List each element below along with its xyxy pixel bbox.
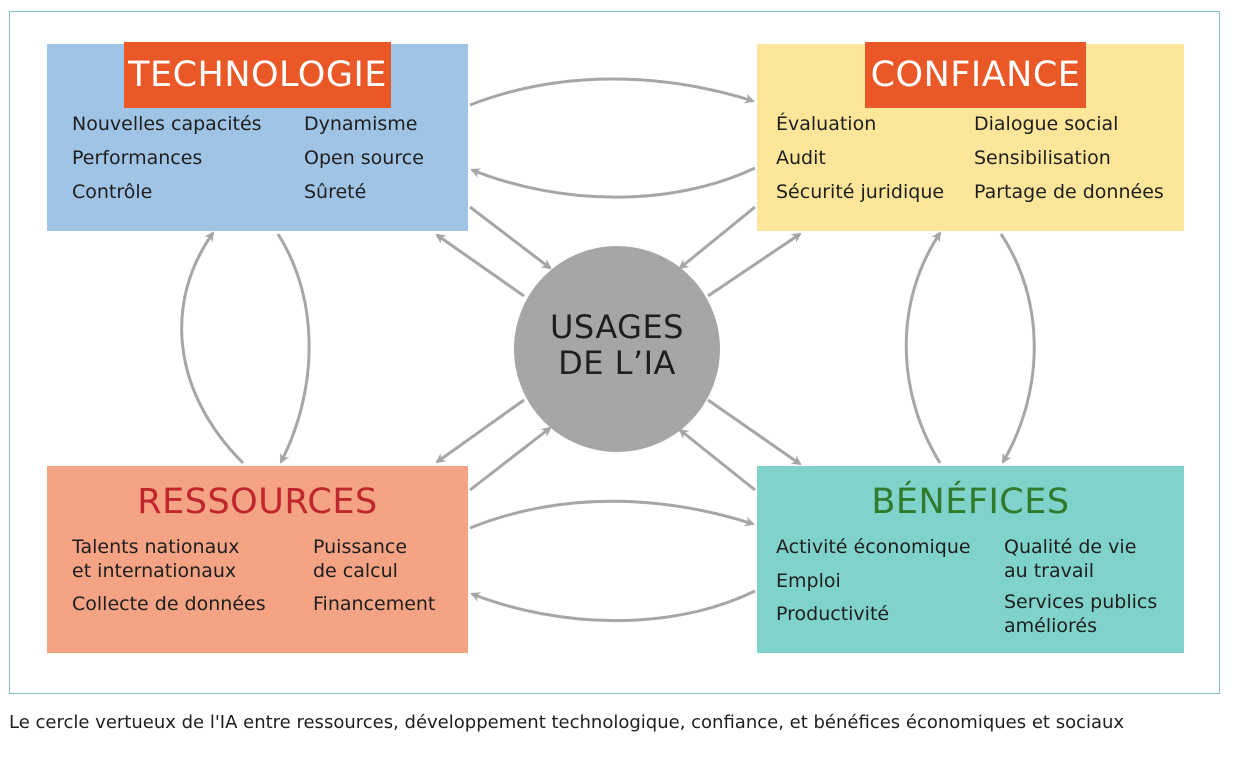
ressources-item: Puissance: [313, 536, 408, 558]
arrow-hub-to-ben: [707, 398, 802, 466]
usages-hub-circle: [514, 246, 720, 452]
ressources-item: de calcul: [313, 560, 398, 582]
diagram-frame: [9, 11, 1220, 694]
confiance-item: Partage de données: [974, 181, 1164, 203]
arrow-conf-to-ben: [999, 233, 1036, 464]
arrow-res-to-ben: [469, 499, 755, 530]
ressources-box: [47, 466, 468, 653]
confiance-item: Dialogue social: [974, 113, 1119, 135]
figure-caption: Le cercle vertueux de l'IA entre ressour…: [9, 712, 1125, 733]
technologie-item: Performances: [72, 147, 203, 169]
benefices-item: Services publics: [1004, 591, 1158, 613]
technologie-title: TECHNOLOGIE: [124, 42, 391, 108]
ressources-title: RESSOURCES: [137, 482, 378, 522]
technologie-item: Dynamisme: [304, 113, 418, 135]
benefices-item: Qualité de vie: [1004, 536, 1137, 558]
technologie-item: Contrôle: [72, 181, 153, 203]
arrow-hub-to-conf: [707, 232, 802, 298]
usages-hub-label: USAGES DE L’IA: [514, 309, 720, 381]
arrow-ben-to-res: [470, 589, 756, 623]
confiance-item: Évaluation: [776, 113, 877, 135]
hub-line-1: USAGES: [550, 308, 684, 346]
arrow-hub-to-res: [435, 398, 525, 464]
arrow-tech-to-conf: [469, 77, 755, 107]
arrow-ben-to-hub: [678, 428, 756, 492]
arrow-tech-to-res: [276, 233, 311, 464]
confiance-title: CONFIANCE: [865, 42, 1086, 108]
arrow-ben-to-conf: [904, 231, 942, 464]
ressources-item: et internationaux: [72, 560, 237, 582]
arrow-tech-to-hub: [469, 205, 552, 270]
technologie-item: Open source: [304, 147, 424, 169]
benefices-item: Activité économique: [776, 536, 971, 558]
confiance-item: Sécurité juridique: [776, 181, 945, 203]
benefices-item: Emploi: [776, 570, 841, 592]
technologie-item: Nouvelles capacités: [72, 113, 262, 135]
arrow-res-to-hub: [469, 426, 552, 492]
arrow-res-to-tech: [180, 231, 245, 465]
technologie-item: Sûreté: [304, 181, 367, 203]
ressources-item: Financement: [313, 593, 436, 615]
benefices-title: BÉNÉFICES: [871, 482, 1070, 522]
benefices-box: [757, 466, 1184, 653]
arrow-conf-to-tech: [470, 166, 756, 199]
arrow-hub-to-tech: [435, 233, 525, 298]
confiance-item: Audit: [776, 147, 826, 169]
hub-line-2: DE L’IA: [558, 344, 676, 382]
ressources-item: Talents nationaux: [72, 536, 240, 558]
benefices-item: Productivité: [776, 603, 890, 625]
arrow-conf-to-hub: [678, 205, 756, 270]
benefices-item: au travail: [1004, 560, 1095, 582]
benefices-item: améliorés: [1004, 615, 1098, 637]
ressources-item: Collecte de données: [72, 593, 266, 615]
confiance-item: Sensibilisation: [974, 147, 1111, 169]
